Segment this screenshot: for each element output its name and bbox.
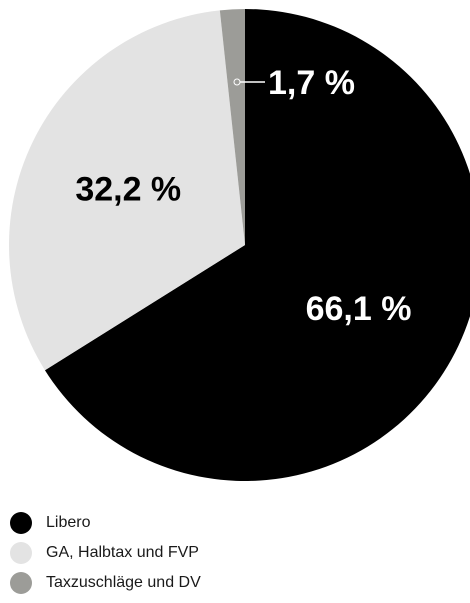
pie-label-ga-halbtax-und-fvp: 32,2 % (75, 170, 181, 208)
pie-slice-ga-halbtax-und-fvp (8, 10, 245, 371)
pie-slices (8, 9, 470, 481)
legend-item-taxzuschlaege-dv: Taxzuschläge und DV (10, 570, 450, 596)
legend-swatch-libero (10, 512, 32, 534)
pie-slice-libero (44, 9, 470, 481)
legend-label-taxzuschlaege-dv: Taxzuschläge und DV (46, 574, 201, 591)
pie-chart: 66,1 % 32,2 % 1,7 % (8, 9, 470, 481)
legend-swatch-ga-halbtax-fvp (10, 542, 32, 564)
legend-label-ga-halbtax-fvp: GA, Halbtax und FVP (46, 544, 199, 561)
pie-label-taxzuschlaege-und-dv: 1,7 % (268, 64, 355, 102)
pie-slice-taxzuschlaege-und-dv (219, 9, 245, 245)
legend-item-libero: Libero (10, 510, 450, 536)
legend-item-ga-halbtax-fvp: GA, Halbtax und FVP (10, 540, 450, 566)
legend-label-libero: Libero (46, 514, 91, 531)
chart-legend: Libero GA, Halbtax und FVP Taxzuschläge … (10, 510, 450, 600)
pie-label-libero: 66,1 % (306, 290, 412, 328)
pie-slice-labels: 66,1 % 32,2 % 1,7 % (75, 64, 411, 328)
pie-leader-lines (233, 78, 265, 86)
legend-swatch-taxzuschlaege-dv (10, 572, 32, 594)
